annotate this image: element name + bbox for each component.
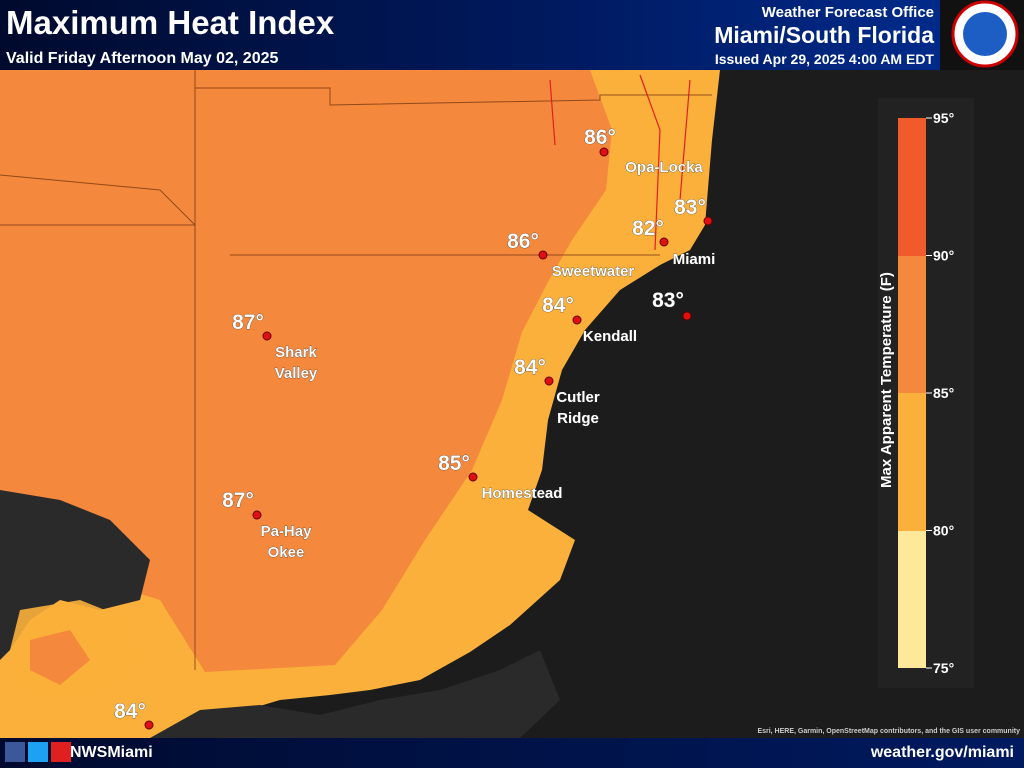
city-marker bbox=[599, 147, 609, 157]
youtube-icon[interactable] bbox=[51, 742, 71, 762]
city-marker bbox=[682, 311, 692, 321]
cities: 86° Opa-Locka 83° 82° Miami 86° Sweetwater 83° 8… bbox=[0, 0, 716, 730]
city-marker bbox=[703, 216, 713, 226]
facebook-icon[interactable] bbox=[5, 742, 25, 762]
city-temp: 83° bbox=[652, 289, 684, 312]
office-name: Miami/South Florida bbox=[714, 22, 934, 48]
legend-band bbox=[898, 393, 926, 531]
handle[interactable]: NWSMiami bbox=[70, 744, 153, 761]
city-name: Kendall bbox=[583, 328, 637, 345]
land-85-90 bbox=[0, 70, 612, 672]
attribution: Esri, HERE, Garmin, OpenStreetMap contri… bbox=[757, 728, 1020, 735]
city-marker bbox=[544, 376, 554, 386]
city-temp: 86° bbox=[584, 126, 616, 149]
city-temp: 85° bbox=[438, 452, 470, 475]
city-name: Opa-Locka bbox=[625, 159, 703, 176]
office: Weather Forecast Office bbox=[761, 4, 934, 21]
florida-bay bbox=[0, 490, 150, 660]
issued: Issued Apr 29, 2025 4:00 AM EDT bbox=[714, 51, 934, 67]
legend-label: 75° bbox=[933, 660, 954, 676]
city-marker bbox=[262, 331, 272, 341]
city-name: Pa-Hay Okee bbox=[261, 523, 313, 561]
city-temp: 83° bbox=[674, 196, 706, 219]
legend-band bbox=[898, 118, 926, 256]
legend-label: 85° bbox=[933, 385, 954, 401]
roads bbox=[549, 74, 691, 251]
city-temp: 84° bbox=[114, 700, 146, 723]
city-marker bbox=[538, 250, 548, 260]
city-marker bbox=[468, 472, 478, 482]
legend-title: Max Apparent Temperature (F) bbox=[878, 272, 895, 488]
city-marker bbox=[572, 315, 582, 325]
legend-label: 95° bbox=[933, 110, 954, 126]
legend-label: 80° bbox=[933, 523, 954, 539]
social-icons bbox=[5, 742, 71, 762]
keys bbox=[150, 650, 560, 738]
twitter-icon[interactable] bbox=[28, 742, 48, 762]
city-temp: 86° bbox=[507, 230, 539, 253]
legend-label: 90° bbox=[933, 248, 954, 264]
legend-band bbox=[898, 531, 926, 668]
land-west-hot bbox=[30, 630, 90, 685]
url[interactable]: weather.gov/miami bbox=[870, 744, 1014, 761]
nws-logo-inner bbox=[963, 12, 1007, 56]
city-marker bbox=[659, 237, 669, 247]
legend-band bbox=[898, 256, 926, 393]
city-temp: 84° bbox=[542, 294, 574, 317]
footer: NWSMiami weather.gov/miami bbox=[0, 738, 1024, 768]
city-name: Sweetwater bbox=[552, 263, 635, 280]
city-marker bbox=[144, 720, 154, 730]
valid: Valid Friday Afternoon May 02, 2025 bbox=[6, 50, 279, 67]
city-name: Cutler Ridge bbox=[556, 389, 600, 427]
city-name: Miami bbox=[673, 251, 716, 268]
city-temp: 87° bbox=[232, 311, 264, 334]
city-name: Homestead bbox=[482, 485, 563, 502]
city-name: Shark Valley bbox=[275, 344, 318, 382]
legend-labels: 95° 90° 85° 80° 75° bbox=[926, 110, 954, 676]
title: Maximum Heat Index bbox=[6, 4, 335, 41]
city-temp: 82° bbox=[632, 217, 664, 240]
boundaries bbox=[0, 70, 712, 670]
city-marker bbox=[252, 510, 262, 520]
city-temp: 87° bbox=[222, 489, 254, 512]
city-temp: 84° bbox=[514, 356, 546, 379]
header: Maximum Heat Index Valid Friday Afternoo… bbox=[0, 0, 940, 70]
